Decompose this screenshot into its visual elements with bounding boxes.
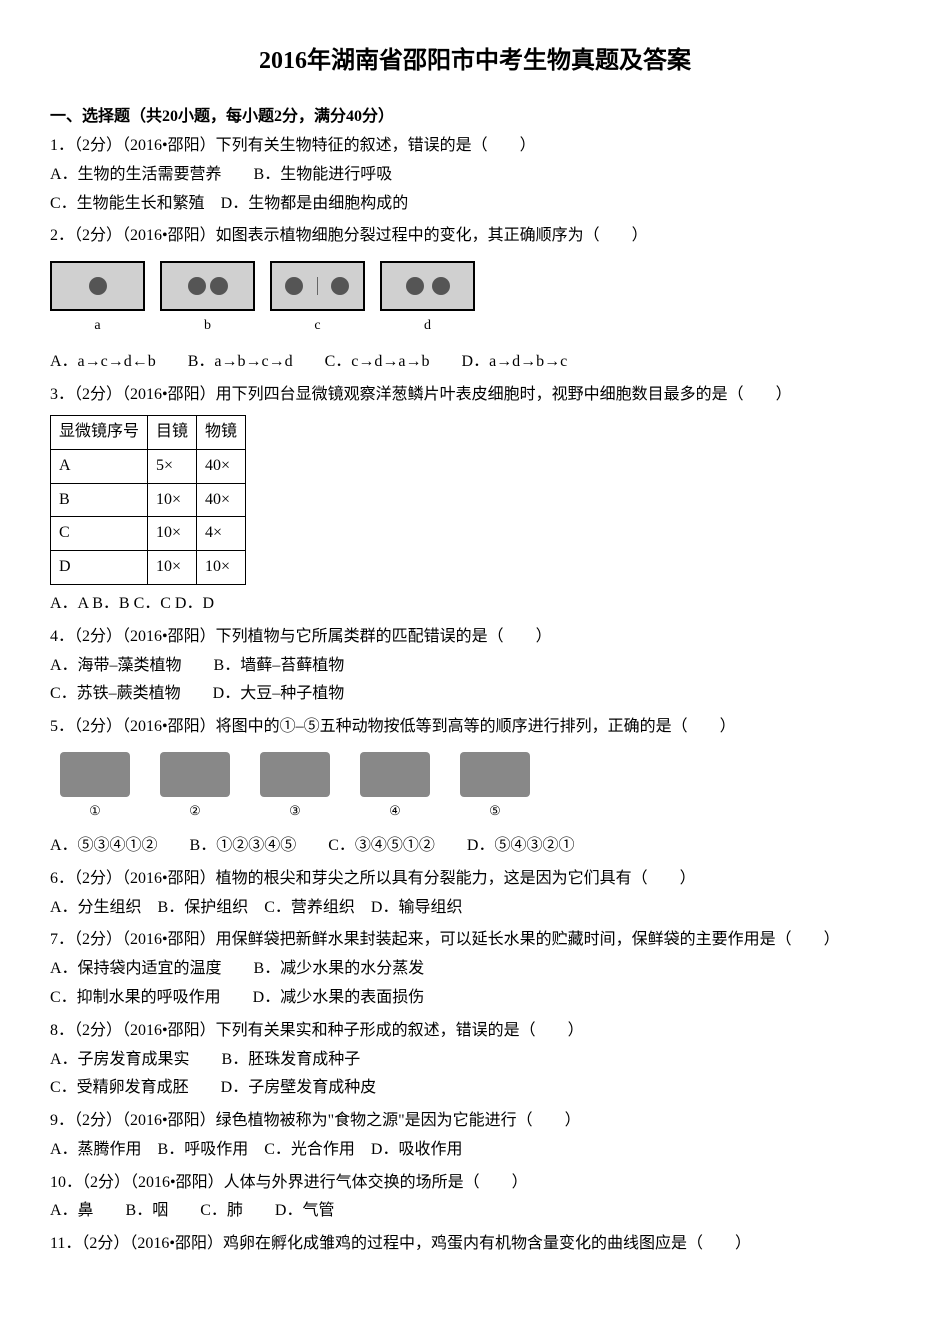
question-10: 10．（2分）（2016•邵阳）人体与外界进行气体交换的场所是（ ） A．鼻 B…	[50, 1169, 900, 1227]
page-title: 2016年湖南省邵阳市中考生物真题及答案	[50, 40, 900, 83]
q1-text: 1．（2分）（2016•邵阳）下列有关生物特征的叙述，错误的是（ ）	[50, 132, 900, 161]
cell: 40×	[197, 449, 246, 483]
cell: C	[51, 517, 148, 551]
animal-label: ②	[189, 799, 201, 822]
q7-text: 7．（2分）（2016•邵阳）用保鲜袋把新鲜水果封装起来，可以延长水果的贮藏时间…	[50, 926, 900, 955]
animal-label: ③	[289, 799, 301, 822]
cell: 10×	[148, 551, 197, 585]
q8-text: 8．（2分）（2016•邵阳）下列有关果实和种子形成的叙述，错误的是（ ）	[50, 1017, 900, 1046]
question-5: 5．（2分）（2016•邵阳）将图中的①–⑤五种动物按低等到高等的顺序进行排列，…	[50, 713, 900, 861]
cell-label-a: a	[94, 313, 100, 338]
q3-options: A．A B．B C．C D．D	[50, 590, 900, 619]
animal-5: ⑤	[450, 752, 540, 822]
animal-label: ④	[389, 799, 401, 822]
cell-label-d: d	[424, 313, 431, 338]
q9-options: A．蒸腾作用 B．呼吸作用 C．光合作用 D．吸收作用	[50, 1136, 900, 1165]
animal-label: ⑤	[489, 799, 501, 822]
animal-2: ②	[150, 752, 240, 822]
cell-a: a	[50, 261, 145, 338]
q1-option-ab: A．生物的生活需要营养 B．生物能进行呼吸	[50, 161, 900, 190]
cell: 5×	[148, 449, 197, 483]
q4-option-cd: C．苏铁–蕨类植物 D．大豆–种子植物	[50, 680, 900, 709]
animal-3: ③	[250, 752, 340, 822]
cell: 10×	[197, 551, 246, 585]
q8-option-ab: A．子房发育成果实 B．胚珠发育成种子	[50, 1046, 900, 1075]
question-11: 11．（2分）（2016•邵阳）鸡卵在孵化成雏鸡的过程中，鸡蛋内有机物含量变化的…	[50, 1230, 900, 1259]
q2-options: A．a→c→d←b B．a→b→c→d C．c→d→a→b D．a→d→b→c	[50, 348, 900, 377]
cell: 40×	[197, 483, 246, 517]
cell-c: c	[270, 261, 365, 338]
q2-diagram: a b c d	[50, 261, 900, 338]
q11-text: 11．（2分）（2016•邵阳）鸡卵在孵化成雏鸡的过程中，鸡蛋内有机物含量变化的…	[50, 1230, 900, 1259]
cell-label-c: c	[314, 313, 320, 338]
cell-b: b	[160, 261, 255, 338]
table-row: A 5× 40×	[51, 449, 246, 483]
q7-option-cd: C．抑制水果的呼吸作用 D．减少水果的表面损伤	[50, 984, 900, 1013]
table-row: C 10× 4×	[51, 517, 246, 551]
th-eyepiece: 目镜	[148, 415, 197, 449]
cell-label-b: b	[204, 313, 211, 338]
q5-text: 5．（2分）（2016•邵阳）将图中的①–⑤五种动物按低等到高等的顺序进行排列，…	[50, 713, 900, 742]
q5-diagram: ① ② ③ ④ ⑤	[50, 752, 900, 822]
animal-label: ①	[89, 799, 101, 822]
q2-text: 2．（2分）（2016•邵阳）如图表示植物细胞分裂过程中的变化，其正确顺序为（ …	[50, 222, 900, 251]
question-2: 2．（2分）（2016•邵阳）如图表示植物细胞分裂过程中的变化，其正确顺序为（ …	[50, 222, 900, 377]
q7-option-ab: A．保持袋内适宜的温度 B．减少水果的水分蒸发	[50, 955, 900, 984]
table-row: D 10× 10×	[51, 551, 246, 585]
animal-1: ①	[50, 752, 140, 822]
q10-text: 10．（2分）（2016•邵阳）人体与外界进行气体交换的场所是（ ）	[50, 1169, 900, 1198]
th-objective: 物镜	[197, 415, 246, 449]
q1-option-cd: C．生物能生长和繁殖 D．生物都是由细胞构成的	[50, 190, 900, 219]
section-header: 一、选择题（共20小题，每小题2分，满分40分）	[50, 103, 900, 132]
q4-text: 4．（2分）（2016•邵阳）下列植物与它所属类群的匹配错误的是（ ）	[50, 623, 900, 652]
question-7: 7．（2分）（2016•邵阳）用保鲜袋把新鲜水果封装起来，可以延长水果的贮藏时间…	[50, 926, 900, 1012]
q9-text: 9．（2分）（2016•邵阳）绿色植物被称为"食物之源"是因为它能进行（ ）	[50, 1107, 900, 1136]
cell: 10×	[148, 483, 197, 517]
cell: 10×	[148, 517, 197, 551]
cell: A	[51, 449, 148, 483]
cell: B	[51, 483, 148, 517]
table-row: B 10× 40×	[51, 483, 246, 517]
cell: 4×	[197, 517, 246, 551]
question-1: 1．（2分）（2016•邵阳）下列有关生物特征的叙述，错误的是（ ） A．生物的…	[50, 132, 900, 218]
q3-table: 显微镜序号 目镜 物镜 A 5× 40× B 10× 40× C 10× 4× …	[50, 415, 246, 585]
q6-text: 6．（2分）（2016•邵阳）植物的根尖和芽尖之所以具有分裂能力，这是因为它们具…	[50, 865, 900, 894]
q3-text: 3．（2分）（2016•邵阳）用下列四台显微镜观察洋葱鳞片叶表皮细胞时，视野中细…	[50, 381, 900, 410]
q6-options: A．分生组织 B．保护组织 C．营养组织 D．输导组织	[50, 894, 900, 923]
question-4: 4．（2分）（2016•邵阳）下列植物与它所属类群的匹配错误的是（ ） A．海带…	[50, 623, 900, 709]
question-6: 6．（2分）（2016•邵阳）植物的根尖和芽尖之所以具有分裂能力，这是因为它们具…	[50, 865, 900, 923]
cell: D	[51, 551, 148, 585]
q10-options: A．鼻 B．咽 C．肺 D．气管	[50, 1197, 900, 1226]
question-3: 3．（2分）（2016•邵阳）用下列四台显微镜观察洋葱鳞片叶表皮细胞时，视野中细…	[50, 381, 900, 619]
q4-option-ab: A．海带–藻类植物 B．墙藓–苔藓植物	[50, 652, 900, 681]
cell-d: d	[380, 261, 475, 338]
animal-4: ④	[350, 752, 440, 822]
q5-options: A．⑤③④①② B．①②③④⑤ C．③④⑤①② D．⑤④③②①	[50, 832, 900, 861]
question-8: 8．（2分）（2016•邵阳）下列有关果实和种子形成的叙述，错误的是（ ） A．…	[50, 1017, 900, 1103]
question-9: 9．（2分）（2016•邵阳）绿色植物被称为"食物之源"是因为它能进行（ ） A…	[50, 1107, 900, 1165]
th-serial: 显微镜序号	[51, 415, 148, 449]
q8-option-cd: C．受精卵发育成胚 D．子房壁发育成种皮	[50, 1074, 900, 1103]
